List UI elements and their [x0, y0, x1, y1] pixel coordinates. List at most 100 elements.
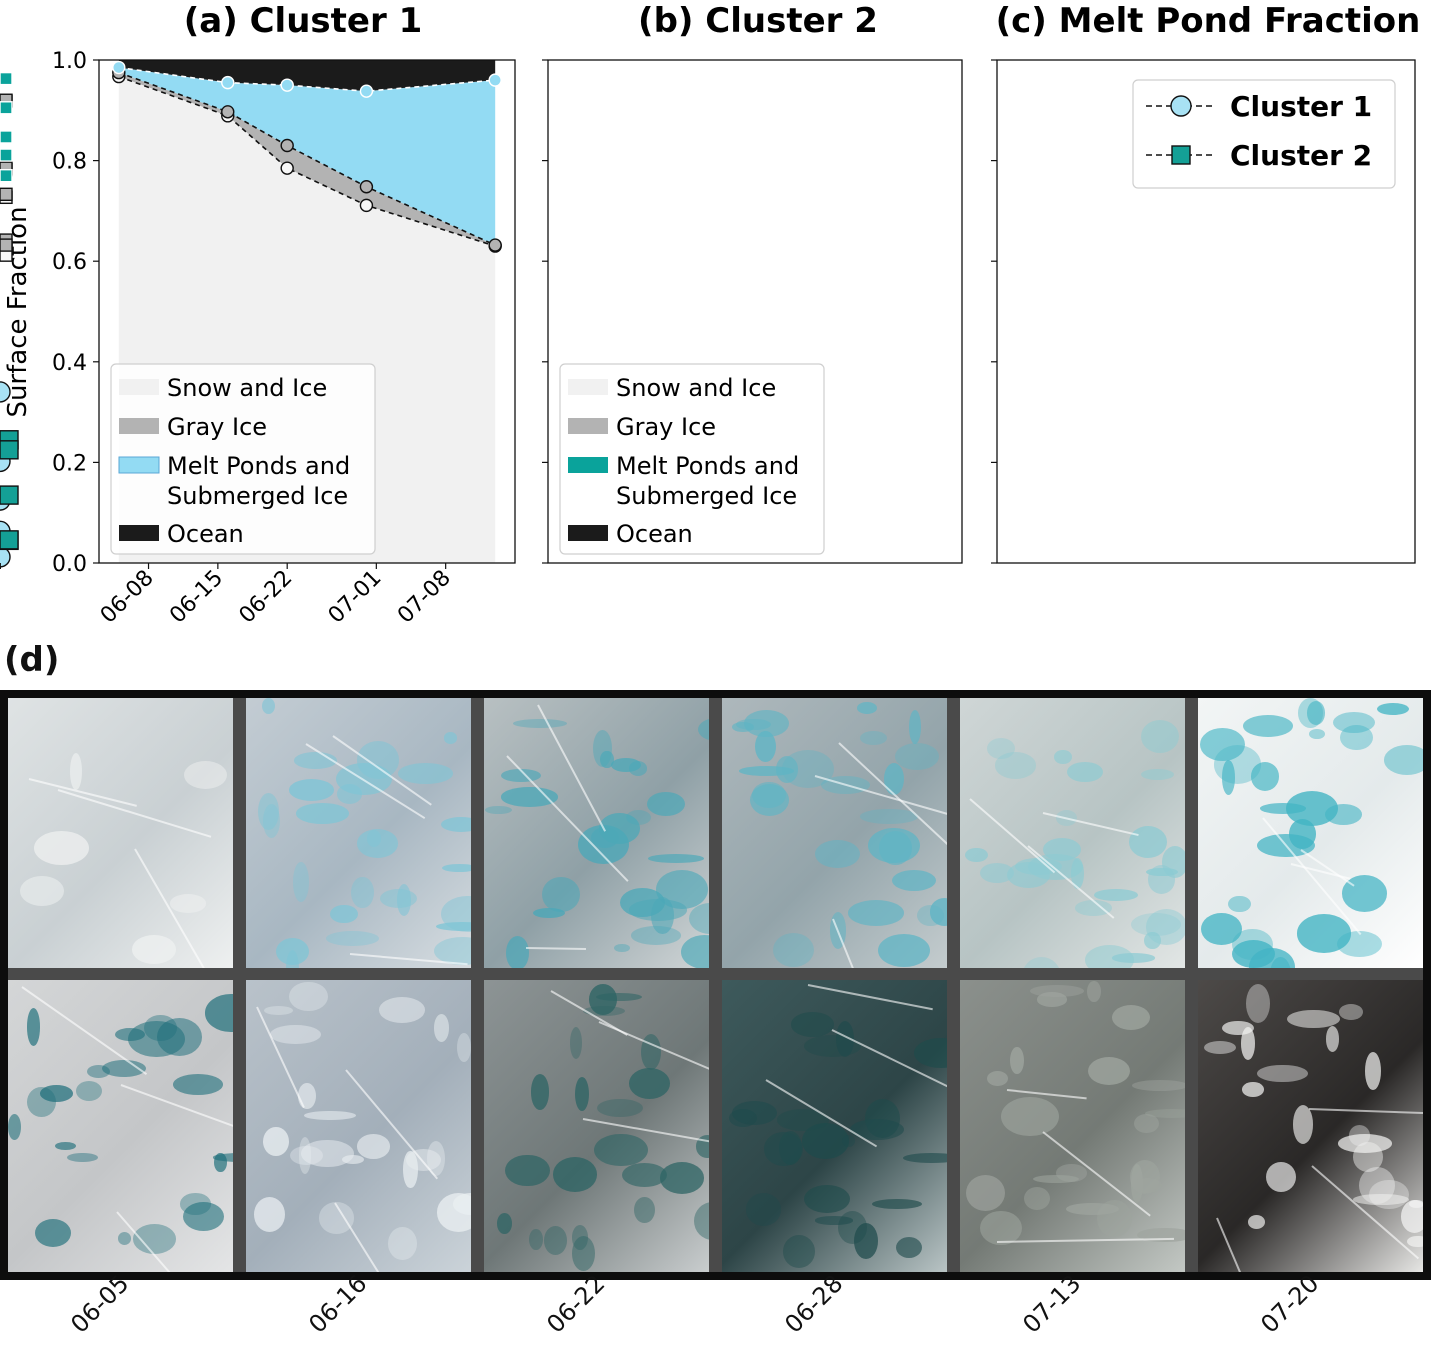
- texture-patch: [630, 926, 681, 945]
- texture-patch: [1250, 761, 1280, 791]
- point-marker: [221, 75, 235, 90]
- texture-patch: [1222, 760, 1236, 796]
- texture-patch: [1377, 703, 1410, 716]
- texture-patch: [1222, 1021, 1254, 1036]
- texture-patch: [1070, 857, 1084, 890]
- texture-patch: [892, 869, 937, 891]
- texture-patch: [214, 1153, 227, 1173]
- line-snow-ice: [118, 75, 496, 247]
- texture-patch: [530, 1074, 550, 1110]
- texture-patch: [55, 1141, 77, 1151]
- texture-patch: [529, 1228, 544, 1251]
- texture-patch: [908, 709, 921, 745]
- texture-patch: [1408, 1199, 1423, 1209]
- texture-patch: [1353, 1141, 1383, 1172]
- texture-patch: [1128, 826, 1168, 859]
- texture-patch: [745, 1193, 781, 1226]
- texture-patch: [1201, 912, 1242, 945]
- texture-patch: [398, 763, 454, 784]
- legend-c: Cluster 1 Cluster 2: [1132, 79, 1396, 189]
- texture-patch: [860, 809, 918, 824]
- texture-patch: [1134, 1113, 1160, 1134]
- texture-patch: [1292, 1104, 1314, 1144]
- texture-patch: [114, 1028, 145, 1042]
- texture-patch: [628, 1068, 670, 1099]
- texture-patch: [1087, 1056, 1130, 1085]
- texture-patch: [1243, 715, 1294, 738]
- legend-box: [1132, 79, 1396, 189]
- x-tick-label: 06-22: [235, 566, 298, 629]
- texture-patch: [1259, 803, 1307, 815]
- texture-patch: [289, 981, 328, 1012]
- point-marker: [280, 138, 294, 153]
- texture-patch: [1364, 1051, 1381, 1090]
- texture-patch: [544, 1226, 568, 1255]
- texture-patch: [659, 1162, 705, 1194]
- texture-patch: [453, 1193, 471, 1215]
- area-ocean: [118, 60, 496, 92]
- texture-patch: [117, 1232, 132, 1246]
- legend-melt-ponds-swatch: [118, 456, 160, 474]
- texture-patch: [1383, 744, 1423, 775]
- x-tick-label: 06-15: [165, 566, 228, 629]
- panel-b-title: (b) Cluster 2: [638, 1, 878, 41]
- texture-patch: [169, 894, 207, 913]
- texture-patch: [593, 729, 613, 768]
- texture-patch: [647, 854, 704, 864]
- point-marker: [0, 148, 13, 162]
- texture-patch: [902, 1152, 947, 1163]
- texture-patch: [597, 1098, 644, 1118]
- texture-patch: [1245, 984, 1270, 1024]
- texture-ridge: [28, 778, 137, 808]
- texture-patch: [288, 779, 335, 801]
- texture-patch: [1144, 1108, 1185, 1118]
- texture-patch: [286, 949, 300, 968]
- texture-patch: [75, 1081, 102, 1102]
- texture-patch: [1248, 1215, 1266, 1230]
- texture-patch: [34, 831, 89, 866]
- texture-patch: [849, 1119, 904, 1141]
- texture-patch: [856, 702, 877, 714]
- texture-patch: [183, 760, 228, 790]
- point-marker: [359, 84, 374, 98]
- texture-patch: [379, 997, 426, 1024]
- texture-patch: [1145, 867, 1178, 877]
- legend-marker: [1171, 145, 1191, 165]
- texture-patch: [1022, 956, 1062, 968]
- panel-1: Snow and Ice Gray Ice Melt Ponds and Submer…: [0, 71, 825, 555]
- texture-patch: [1161, 846, 1185, 879]
- texture-patch: [67, 1152, 99, 1163]
- texture-patch: [1308, 729, 1326, 739]
- panel-a-title: (a) Cluster 1: [184, 1, 422, 41]
- texture-patch: [594, 1133, 648, 1167]
- cluster-2-image-5: [960, 980, 1185, 1272]
- texture-patch: [634, 1196, 655, 1223]
- texture-patch: [542, 876, 581, 913]
- texture-patch: [994, 752, 1036, 779]
- texture-ridge: [57, 788, 212, 838]
- texture-ridge: [1042, 812, 1139, 837]
- texture-patch: [1140, 720, 1179, 754]
- texture-patch: [621, 1162, 668, 1187]
- texture-patch: [442, 863, 471, 872]
- texture-patch: [1333, 711, 1375, 733]
- texture-patch: [506, 936, 530, 968]
- texture-patch: [1140, 769, 1174, 781]
- texture-patch: [427, 1140, 446, 1177]
- texture-patch: [614, 943, 630, 953]
- legend-snow-ice-swatch: [119, 379, 159, 395]
- legend-melt-ponds-label: Melt Ponds and Submerged Ice: [616, 452, 799, 510]
- texture-patch: [1249, 947, 1296, 968]
- texture-ridge: [536, 704, 606, 832]
- legend-snow-ice-label: Snow and Ice: [616, 374, 776, 402]
- texture-patch: [620, 887, 666, 917]
- texture-ridge: [807, 984, 933, 1011]
- point-marker: [0, 71, 13, 86]
- texture-patch: [1337, 1134, 1393, 1154]
- texture-patch: [1086, 980, 1101, 1003]
- texture-patch: [895, 1236, 923, 1259]
- texture-patch: [871, 1198, 922, 1209]
- point-marker: [0, 238, 13, 252]
- legend-ocean-label: Ocean: [167, 520, 244, 548]
- point-marker: [0, 130, 13, 144]
